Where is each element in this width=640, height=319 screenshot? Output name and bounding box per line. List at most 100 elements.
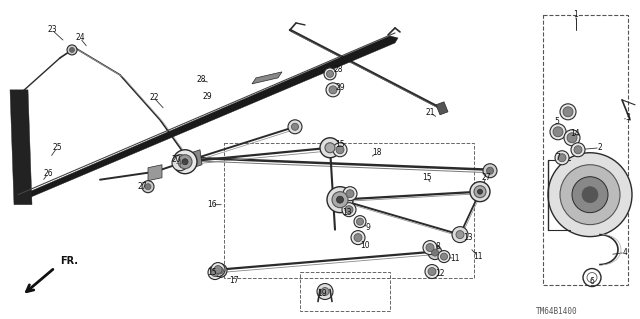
Text: 20: 20 [171, 155, 181, 164]
Text: 29: 29 [202, 92, 212, 101]
Circle shape [548, 153, 632, 237]
Circle shape [326, 70, 333, 78]
Circle shape [560, 104, 576, 120]
Text: 8: 8 [436, 242, 440, 251]
Text: 5: 5 [555, 117, 559, 126]
Circle shape [425, 264, 439, 278]
Bar [224, 143, 474, 278]
Circle shape [452, 226, 468, 242]
Text: 12: 12 [435, 269, 445, 278]
Circle shape [345, 206, 353, 214]
Polygon shape [18, 36, 398, 202]
Text: 3: 3 [625, 113, 630, 122]
Text: 15: 15 [207, 268, 217, 277]
Circle shape [337, 196, 344, 203]
Text: 25: 25 [52, 143, 62, 152]
Text: FR.: FR. [60, 256, 78, 265]
Circle shape [325, 143, 335, 153]
Circle shape [560, 165, 620, 225]
Text: 27: 27 [481, 173, 491, 182]
Circle shape [178, 155, 192, 169]
Text: 11: 11 [451, 254, 460, 263]
Circle shape [428, 246, 442, 260]
Circle shape [572, 177, 608, 213]
Circle shape [354, 234, 362, 241]
Text: 28: 28 [333, 65, 343, 74]
Text: 4: 4 [623, 248, 627, 257]
Circle shape [291, 123, 298, 130]
Circle shape [329, 86, 337, 94]
Circle shape [574, 146, 582, 154]
Text: 21: 21 [425, 108, 435, 117]
Text: 23: 23 [47, 26, 57, 34]
Circle shape [553, 127, 563, 137]
Circle shape [324, 68, 336, 80]
Circle shape [182, 159, 188, 165]
Circle shape [486, 167, 493, 174]
Circle shape [173, 150, 197, 174]
Circle shape [426, 244, 434, 252]
Circle shape [440, 253, 447, 260]
Text: 16: 16 [207, 200, 217, 209]
Text: 24: 24 [75, 33, 85, 42]
Circle shape [423, 241, 437, 255]
Circle shape [456, 231, 464, 239]
Circle shape [555, 151, 569, 165]
Circle shape [571, 143, 585, 157]
Polygon shape [252, 72, 282, 84]
Text: 17: 17 [229, 276, 239, 285]
Circle shape [142, 181, 154, 193]
Text: 26: 26 [43, 169, 53, 178]
Text: 11: 11 [473, 252, 483, 261]
Circle shape [211, 263, 225, 277]
Circle shape [327, 187, 353, 213]
Text: 1: 1 [573, 11, 579, 19]
Text: 28: 28 [196, 75, 205, 84]
Circle shape [326, 83, 340, 97]
Text: 18: 18 [372, 148, 381, 157]
Circle shape [208, 265, 222, 279]
Circle shape [343, 187, 357, 201]
Circle shape [564, 130, 580, 146]
Circle shape [145, 184, 151, 190]
Circle shape [317, 284, 333, 300]
Circle shape [213, 263, 227, 278]
Polygon shape [10, 90, 32, 205]
Circle shape [477, 189, 483, 194]
Text: 22: 22 [149, 93, 159, 102]
Text: 7: 7 [556, 153, 561, 162]
Polygon shape [436, 102, 448, 115]
Circle shape [582, 187, 598, 203]
Bar [543, 15, 628, 285]
Text: 13: 13 [463, 233, 473, 242]
Circle shape [67, 45, 77, 55]
Circle shape [346, 190, 354, 198]
Circle shape [211, 269, 219, 277]
Circle shape [332, 192, 348, 208]
Text: 15: 15 [335, 140, 345, 149]
Circle shape [431, 249, 438, 256]
Polygon shape [148, 165, 162, 181]
Circle shape [342, 203, 356, 217]
Circle shape [333, 143, 347, 157]
Circle shape [558, 154, 566, 162]
Text: 15: 15 [422, 173, 432, 182]
Circle shape [550, 124, 566, 140]
Circle shape [214, 265, 222, 274]
Circle shape [474, 186, 486, 198]
Text: 14: 14 [570, 129, 580, 138]
Circle shape [16, 186, 24, 194]
Bar [300, 271, 390, 311]
Text: 2: 2 [598, 143, 602, 152]
Polygon shape [185, 150, 202, 170]
Circle shape [428, 268, 436, 276]
Text: 13: 13 [342, 208, 352, 217]
Circle shape [288, 120, 302, 134]
Text: 19: 19 [317, 289, 327, 298]
Text: 9: 9 [365, 223, 371, 232]
Circle shape [321, 287, 329, 295]
Circle shape [70, 48, 74, 52]
Text: 10: 10 [360, 241, 370, 250]
Circle shape [356, 218, 364, 225]
Text: 6: 6 [589, 277, 595, 286]
